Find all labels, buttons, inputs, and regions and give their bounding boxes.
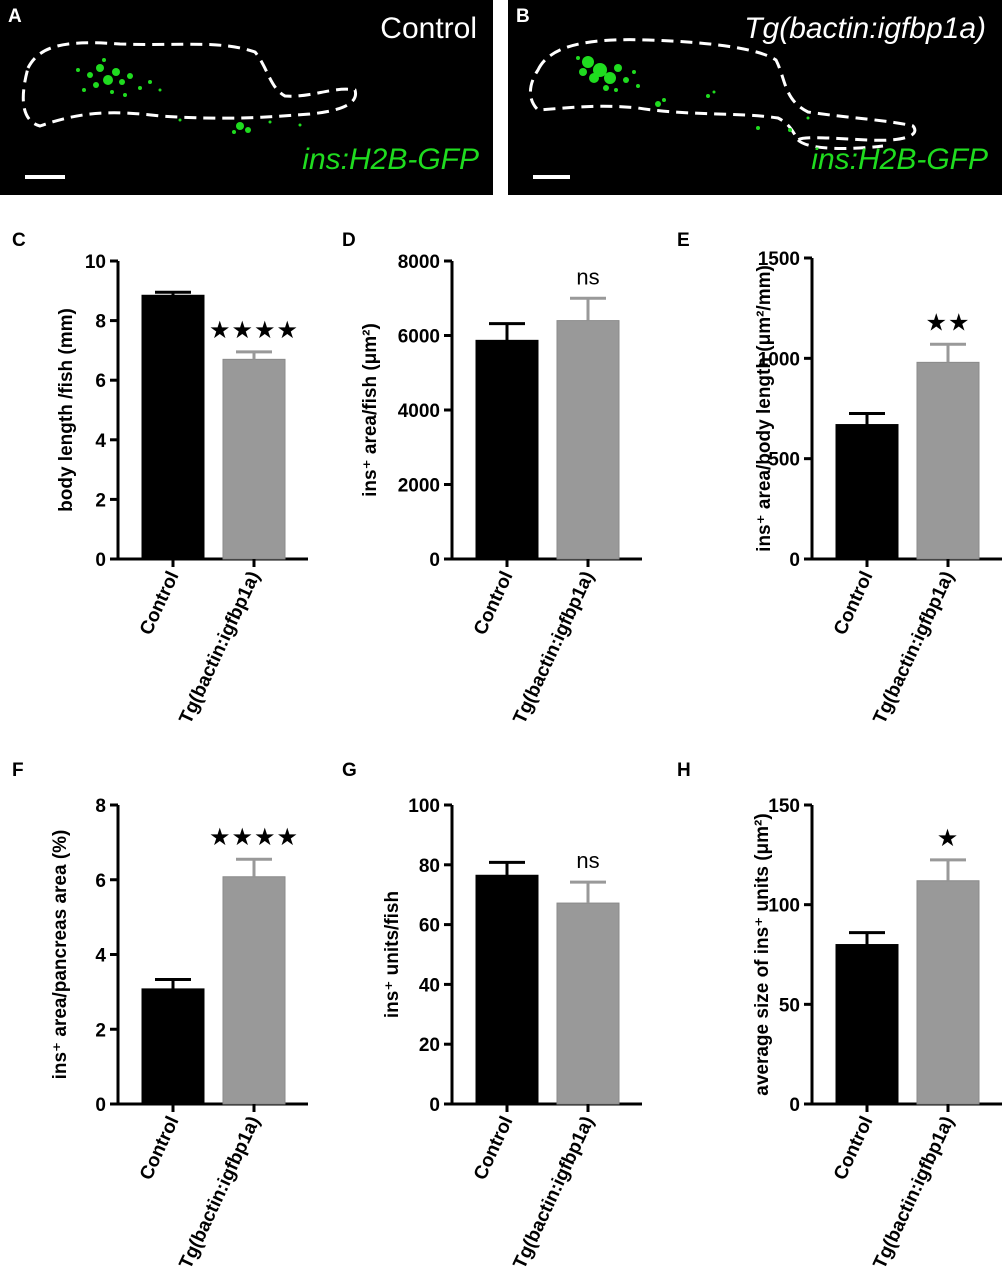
panel-letter-c: C [12,230,26,251]
y-tick-label: 100 [408,796,440,817]
y-tick-label: 0 [789,550,800,571]
y-tick-label: 6 [95,371,106,392]
y-tick-label: 0 [95,1095,106,1116]
micrograph-title-transgenic: Tg(bactin:igfbp1a) [744,12,986,45]
y-tick-label: 8 [95,796,106,817]
micrograph-image-control [21,41,358,179]
panel-letter-d: D [342,230,356,251]
y-tick-label: 80 [419,856,440,877]
x-category-label: Tg(bactin:igfbp1a) [175,568,264,727]
y-tick-label: 2 [95,1020,106,1041]
y-tick-label: 8000 [398,252,440,273]
y-tick-label: 60 [419,916,440,937]
x-category-label: Control [830,568,878,638]
bar-transgenic [916,880,980,1105]
y-axis-label: ins⁺ area/fish (μm²) [360,323,381,497]
y-axis-label: ins⁺ area/body length (μm²/mm) [754,265,775,552]
y-tick-label: 100 [768,896,800,917]
y-tick-label: 10 [85,252,106,273]
x-category-label: Tg(bactin:igfbp1a) [509,1113,598,1272]
y-tick-label: 4 [95,946,106,967]
significance-label: ★★★★ [209,824,299,851]
bar-transgenic [222,876,286,1105]
panel-letter-h: H [677,760,691,781]
y-axis-label: body length /fish (mm) [56,308,77,512]
x-category-label: Control [136,568,184,638]
panel-letter-g: G [342,760,357,781]
y-tick-label: 0 [429,1095,440,1116]
y-tick-label: 2000 [398,476,440,497]
micrograph-gene-label-control: ins:H2B-GFP [302,143,479,176]
significance-label: ns [576,264,599,289]
x-category-label: Tg(bactin:igfbp1a) [175,1113,264,1272]
bar-transgenic [556,320,620,560]
y-axis-label: ins⁺ units/fish [382,891,403,1018]
y-tick-label: 4 [95,431,106,452]
panel-letter-a: A [8,6,22,27]
chart-panel-c: C 0 2 4 6 8 10 body length /fish (mm) ControlTg(… [12,230,308,727]
significance-label: ★★★★ [209,317,299,344]
y-tick-label: 4000 [398,401,440,422]
y-tick-label: 150 [768,796,800,817]
panel-letter-f: F [12,760,24,781]
panel-letter-b: B [516,6,530,27]
bar-control [835,944,899,1105]
y-tick-label: 1000 [758,349,800,370]
y-tick-label: 500 [768,450,800,471]
y-tick-label: 8 [95,312,106,333]
bar-transgenic [916,361,980,560]
bar-control [475,874,539,1105]
y-tick-label: 6 [95,871,106,892]
panel-letter-e: E [677,230,690,251]
y-tick-label: 0 [95,550,106,571]
x-category-label: Control [470,1113,518,1183]
micrograph-panel-control: A Control ins:H2B-GFP [0,0,493,195]
x-category-label: Tg(bactin:igfbp1a) [509,568,598,727]
y-tick-label: 0 [429,550,440,571]
y-tick-label: 20 [419,1035,440,1056]
bar-control [141,988,205,1105]
micrograph-title-control: Control [380,12,477,45]
y-tick-label: 1500 [758,249,800,270]
y-tick-label: 0 [789,1095,800,1116]
y-tick-label: 40 [419,975,440,996]
micrograph-gene-label-transgenic: ins:H2B-GFP [811,143,988,176]
x-category-label: Tg(bactin:igfbp1a) [869,1113,958,1272]
significance-label: ns [576,848,599,873]
micrograph-panel-transgenic: B Tg(bactin:igfbp1a) ins:H2B-GFP [508,0,1002,195]
bar-control [835,424,899,560]
micrograph-image-transgenic [529,38,917,179]
chart-panel-f: F 0 2 4 6 8 ins⁺ area/pancreas area (%) Control… [12,760,308,1272]
x-category-label: Tg(bactin:igfbp1a) [869,568,958,727]
y-tick-label: 50 [779,995,800,1016]
bar-control [475,339,539,560]
x-category-label: Control [470,568,518,638]
bar-transgenic [222,358,286,560]
y-tick-label: 2 [95,490,106,511]
significance-label: ★ [937,825,960,852]
chart-panel-d: D 0 2000 4000 6000 8000 ins⁺ area/fish (μm²) Co… [342,230,642,727]
y-axis-label: average size of ins⁺ units (μm²) [752,813,773,1095]
bar-control [141,294,205,560]
x-category-label: Control [830,1113,878,1183]
significance-label: ★★ [925,309,970,336]
bar-transgenic [556,902,620,1105]
x-category-label: Control [136,1113,184,1183]
chart-panel-g: G 0 20 40 60 80 100 ins⁺ units/fish ControlTg(ba… [342,760,642,1272]
y-tick-label: 6000 [398,327,440,348]
y-axis-label: ins⁺ area/pancreas area (%) [50,830,71,1080]
